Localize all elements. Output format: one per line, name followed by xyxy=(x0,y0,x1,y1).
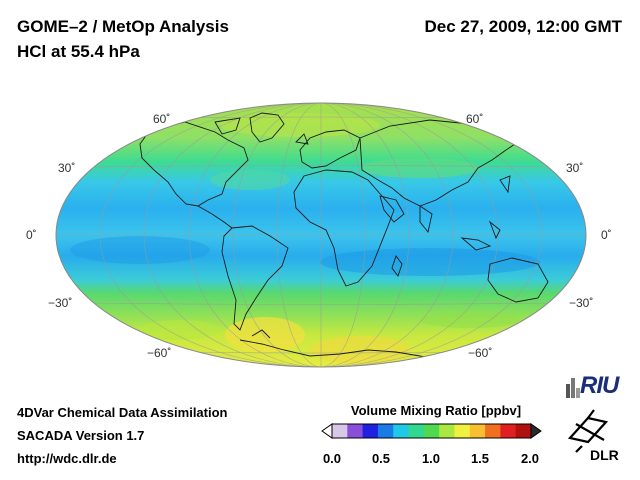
colorbar-swatch xyxy=(515,424,532,438)
lat-label-30n-left: 30˚ xyxy=(58,161,76,175)
colorbar-tick-2: 1.0 xyxy=(421,451,441,466)
title-line-2: HCl at 55.4 hPa xyxy=(17,42,140,61)
lat-label-eq-left: 0˚ xyxy=(26,228,37,242)
colorbar-min-arrow xyxy=(321,423,333,439)
colorbar-swatch xyxy=(423,424,440,438)
colorbar-swatch xyxy=(439,424,456,438)
lat-label-60n-left: 60˚ xyxy=(153,112,171,126)
field-layer xyxy=(56,103,586,367)
colorbar-swatch xyxy=(485,424,501,438)
footer-version: SACADA Version 1.7 xyxy=(17,428,145,443)
lat-label-60s-left: −60˚ xyxy=(147,346,172,360)
lat-label-eq-right: 0˚ xyxy=(601,228,612,242)
colorbar-frame xyxy=(331,423,532,439)
colorbar-swatch xyxy=(408,424,425,438)
lat-label-30s-right: −30˚ xyxy=(569,296,594,310)
map-title: GOME–2 / MetOp Analysis HCl at 55.4 hPa xyxy=(17,14,229,64)
map-outline xyxy=(55,102,587,368)
footer-method: 4DVar Chemical Data Assimilation xyxy=(17,405,228,420)
colorbar-tick-3: 1.5 xyxy=(470,451,490,466)
dlr-logo-icon xyxy=(567,409,609,453)
riu-logo: RIU xyxy=(580,372,619,399)
riu-emblem-icon xyxy=(566,378,580,398)
lat-label-60n-right: 60˚ xyxy=(466,112,484,126)
colorbar-swatch xyxy=(393,424,410,438)
datetime-label: Dec 27, 2009, 12:00 GMT xyxy=(424,17,622,36)
colorbar-swatch xyxy=(469,424,486,438)
title-line-1: GOME–2 / MetOp Analysis xyxy=(17,17,229,36)
colorbar-title: Volume Mixing Ratio [ppbv] xyxy=(350,403,522,418)
colorbar-swatch xyxy=(377,424,394,438)
lat-label-30n-right: 30˚ xyxy=(566,161,584,175)
colorbar-swatch xyxy=(500,424,517,438)
colorbar-tick-4: 2.0 xyxy=(520,451,540,466)
footer-url[interactable]: http://wdc.dlr.de xyxy=(17,451,117,466)
colorbar-swatch xyxy=(332,424,348,438)
colorbar-swatch xyxy=(454,424,471,438)
lat-label-30s-left: −30˚ xyxy=(48,296,73,310)
dlr-logo-text: DLR xyxy=(590,447,619,463)
coastlines xyxy=(139,112,563,361)
colorbar-tick-1: 0.5 xyxy=(371,451,391,466)
colorbar-max-arrow xyxy=(530,423,542,439)
lat-label-60s-right: −60˚ xyxy=(468,346,493,360)
colorbar-tick-0: 0.0 xyxy=(322,451,342,466)
colorbar-swatch xyxy=(362,424,379,438)
colorbar xyxy=(321,423,542,439)
colorbar-swatch xyxy=(347,424,364,438)
